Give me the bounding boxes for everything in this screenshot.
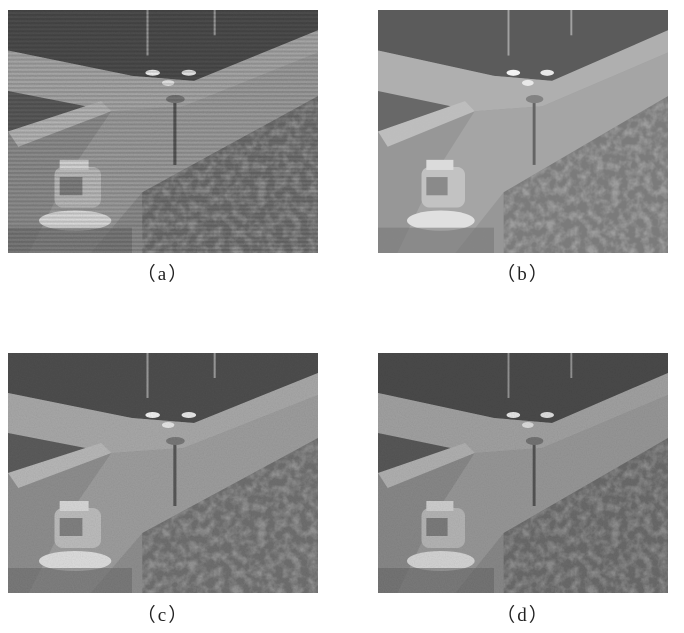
caption: （d） xyxy=(463,600,583,627)
caption: （a） xyxy=(103,259,223,286)
image-d xyxy=(378,353,668,593)
figure: （a） （b） （c） （d） xyxy=(0,0,684,633)
caption: （b） xyxy=(463,259,583,286)
image-b xyxy=(378,10,668,253)
image-c xyxy=(8,353,318,593)
caption: （c） xyxy=(103,600,223,627)
image-a xyxy=(8,10,318,253)
